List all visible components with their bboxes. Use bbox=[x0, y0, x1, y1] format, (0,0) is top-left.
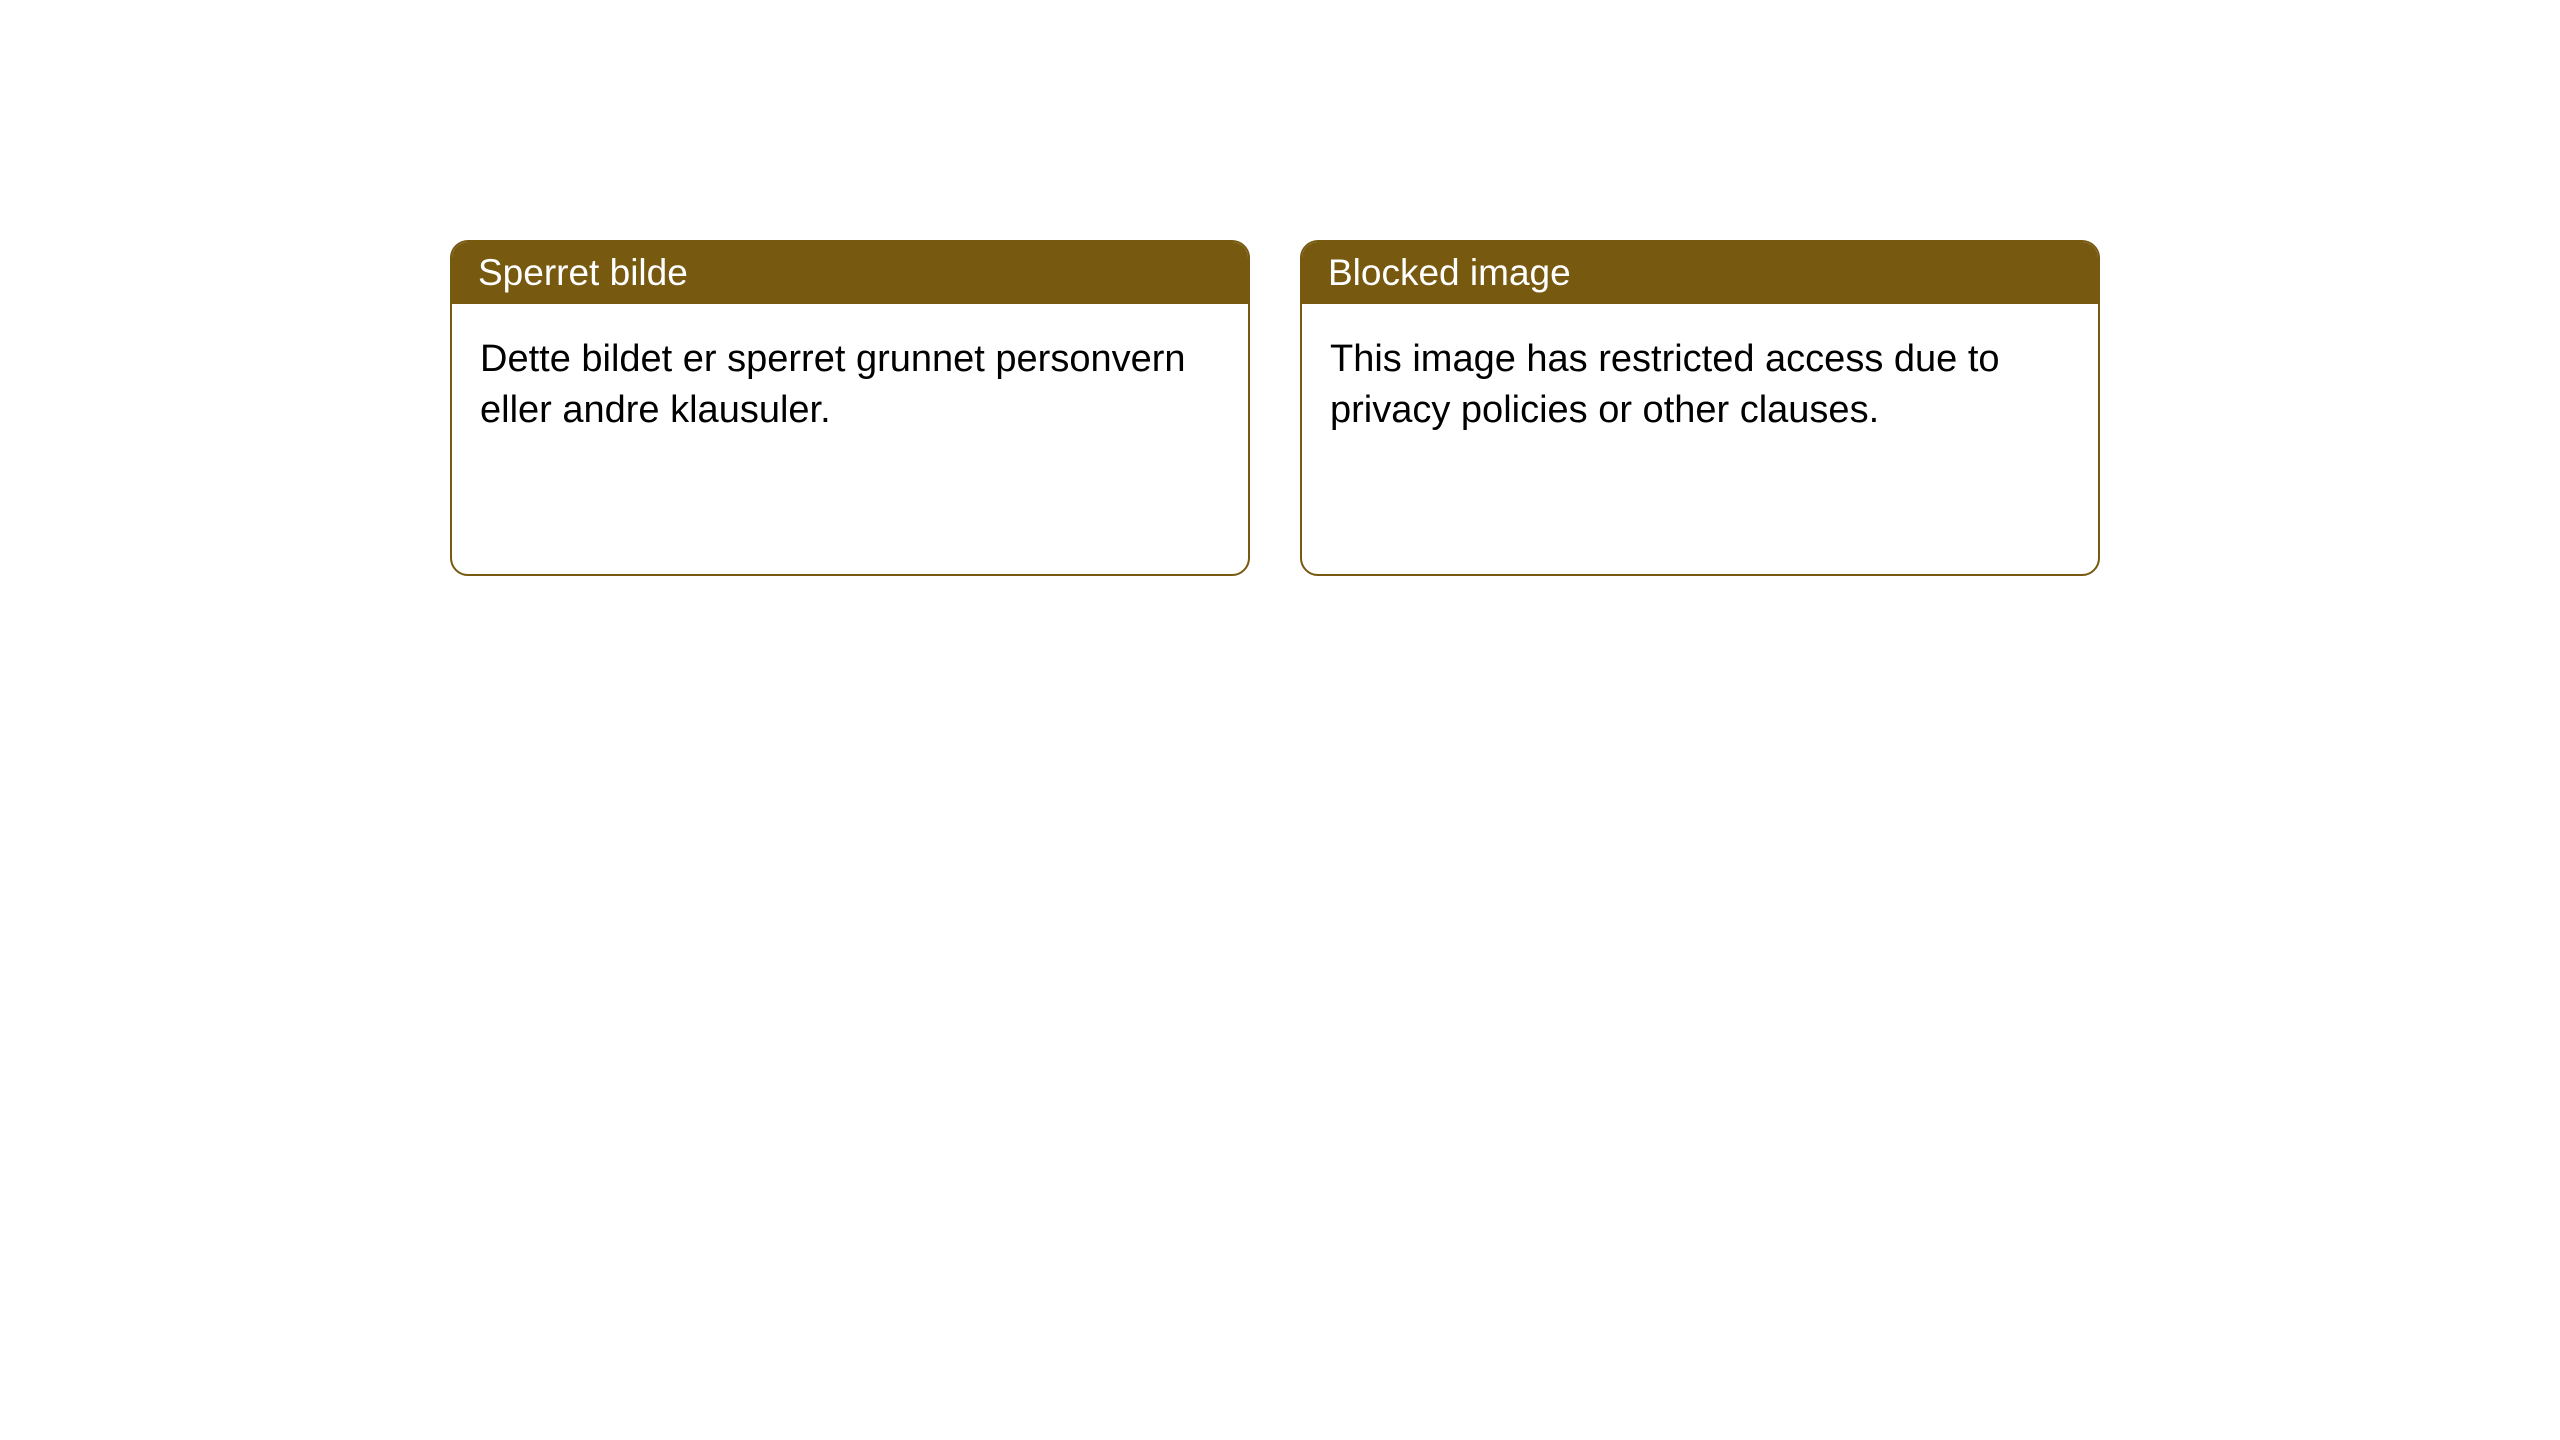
notice-body: This image has restricted access due to … bbox=[1302, 304, 2098, 574]
notice-title: Blocked image bbox=[1328, 252, 1571, 293]
notice-text: Dette bildet er sperret grunnet personve… bbox=[480, 338, 1186, 431]
notice-card-norwegian: Sperret bilde Dette bildet er sperret gr… bbox=[450, 240, 1250, 576]
notice-header: Blocked image bbox=[1302, 242, 2098, 304]
notice-header: Sperret bilde bbox=[452, 242, 1248, 304]
notice-card-english: Blocked image This image has restricted … bbox=[1300, 240, 2100, 576]
notice-container: Sperret bilde Dette bildet er sperret gr… bbox=[0, 0, 2560, 576]
notice-text: This image has restricted access due to … bbox=[1330, 338, 2000, 431]
notice-body: Dette bildet er sperret grunnet personve… bbox=[452, 304, 1248, 574]
notice-title: Sperret bilde bbox=[478, 252, 688, 293]
